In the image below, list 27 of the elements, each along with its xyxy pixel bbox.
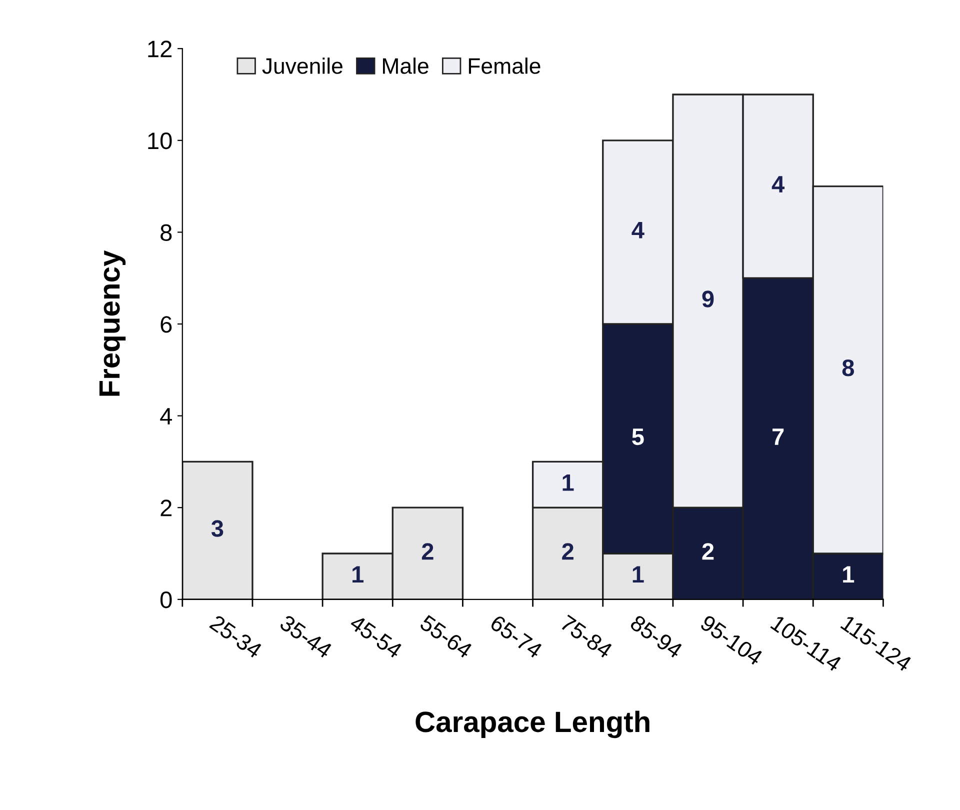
- data-label: 2: [702, 543, 714, 560]
- data-label: 4: [772, 176, 785, 192]
- data-label: 1: [352, 566, 364, 583]
- data-label: 7: [772, 428, 784, 445]
- legend-label: Juvenile: [262, 58, 342, 74]
- data-label: 2: [422, 543, 434, 560]
- data-label: 8: [842, 360, 854, 376]
- y-tick-label: 12: [148, 40, 172, 58]
- y-tick-label: 10: [148, 132, 172, 150]
- y-tick-label: 4: [160, 408, 172, 424]
- data-label: 2: [562, 543, 574, 560]
- legend-label: Female: [468, 58, 540, 74]
- y-tick-label: 2: [160, 500, 172, 516]
- data-label: 1: [562, 474, 574, 491]
- y-tick-label: 8: [160, 224, 172, 241]
- data-label: 3: [211, 520, 224, 537]
- data-label: 4: [632, 222, 644, 238]
- x-axis-title: Carapace Length: [416, 710, 650, 738]
- y-axis-title: Frequency: [99, 250, 126, 396]
- data-label: 5: [632, 428, 644, 446]
- y-tick-label: 6: [160, 316, 172, 333]
- y-tick-label: 0: [160, 591, 172, 608]
- data-label: 9: [702, 290, 714, 308]
- data-label: 1: [632, 566, 644, 583]
- bar: [182, 460, 254, 600]
- data-label: 1: [843, 566, 854, 583]
- legend-label: Male: [383, 58, 428, 74]
